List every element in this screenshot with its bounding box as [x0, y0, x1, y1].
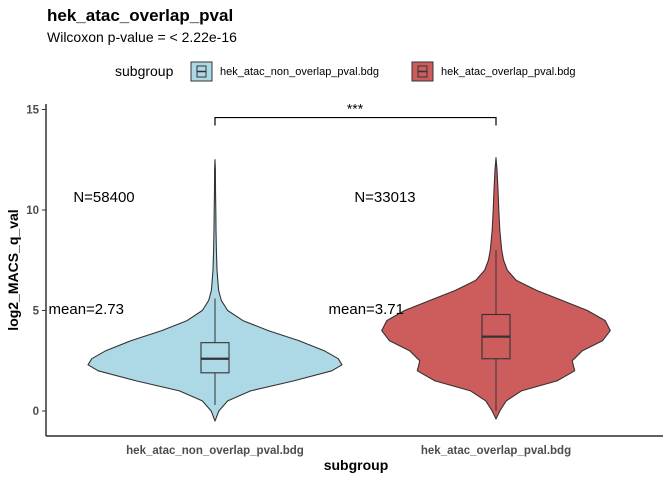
n-label-overlap: N=33013 — [354, 189, 415, 206]
significance-bracket — [214, 116, 497, 126]
n-label-non-overlap: N=58400 — [73, 189, 134, 206]
significance-label: *** — [347, 101, 364, 117]
x-tick-label-overlap: hek_atac_overlap_pval.bdg — [421, 445, 571, 457]
y-tick-label: 0 — [33, 406, 39, 418]
mean-label-non-overlap: mean=2.73 — [49, 301, 124, 318]
violin-non-overlap — [87, 159, 343, 422]
legend-key-non-overlap — [190, 61, 213, 82]
y-axis-ticks: 0 5 10 15 — [26, 105, 46, 418]
plot-area — [87, 116, 611, 422]
legend-key-overlap — [411, 61, 434, 82]
y-tick-label: 10 — [26, 205, 39, 217]
legend-label-non-overlap: hek_atac_non_overlap_pval.bdg — [220, 66, 379, 78]
legend-label-overlap: hek_atac_overlap_pval.bdg — [441, 66, 576, 78]
chart-subtitle: Wilcoxon p-value = < 2.22e-16 — [47, 29, 237, 45]
x-axis-title: subgroup — [324, 457, 389, 473]
y-tick-label: 15 — [26, 105, 39, 117]
y-axis-title: log2_MACS_q_val — [5, 209, 21, 330]
mean-label-overlap: mean=3.71 — [329, 301, 404, 318]
legend-title: subgroup — [115, 63, 174, 79]
y-tick-label: 5 — [33, 306, 40, 318]
legend: subgroup hek_atac_non_overlap_pval.bdg h… — [115, 61, 576, 82]
x-tick-label-non-overlap: hek_atac_non_overlap_pval.bdg — [126, 445, 304, 457]
chart-title: hek_atac_overlap_pval — [47, 6, 233, 25]
